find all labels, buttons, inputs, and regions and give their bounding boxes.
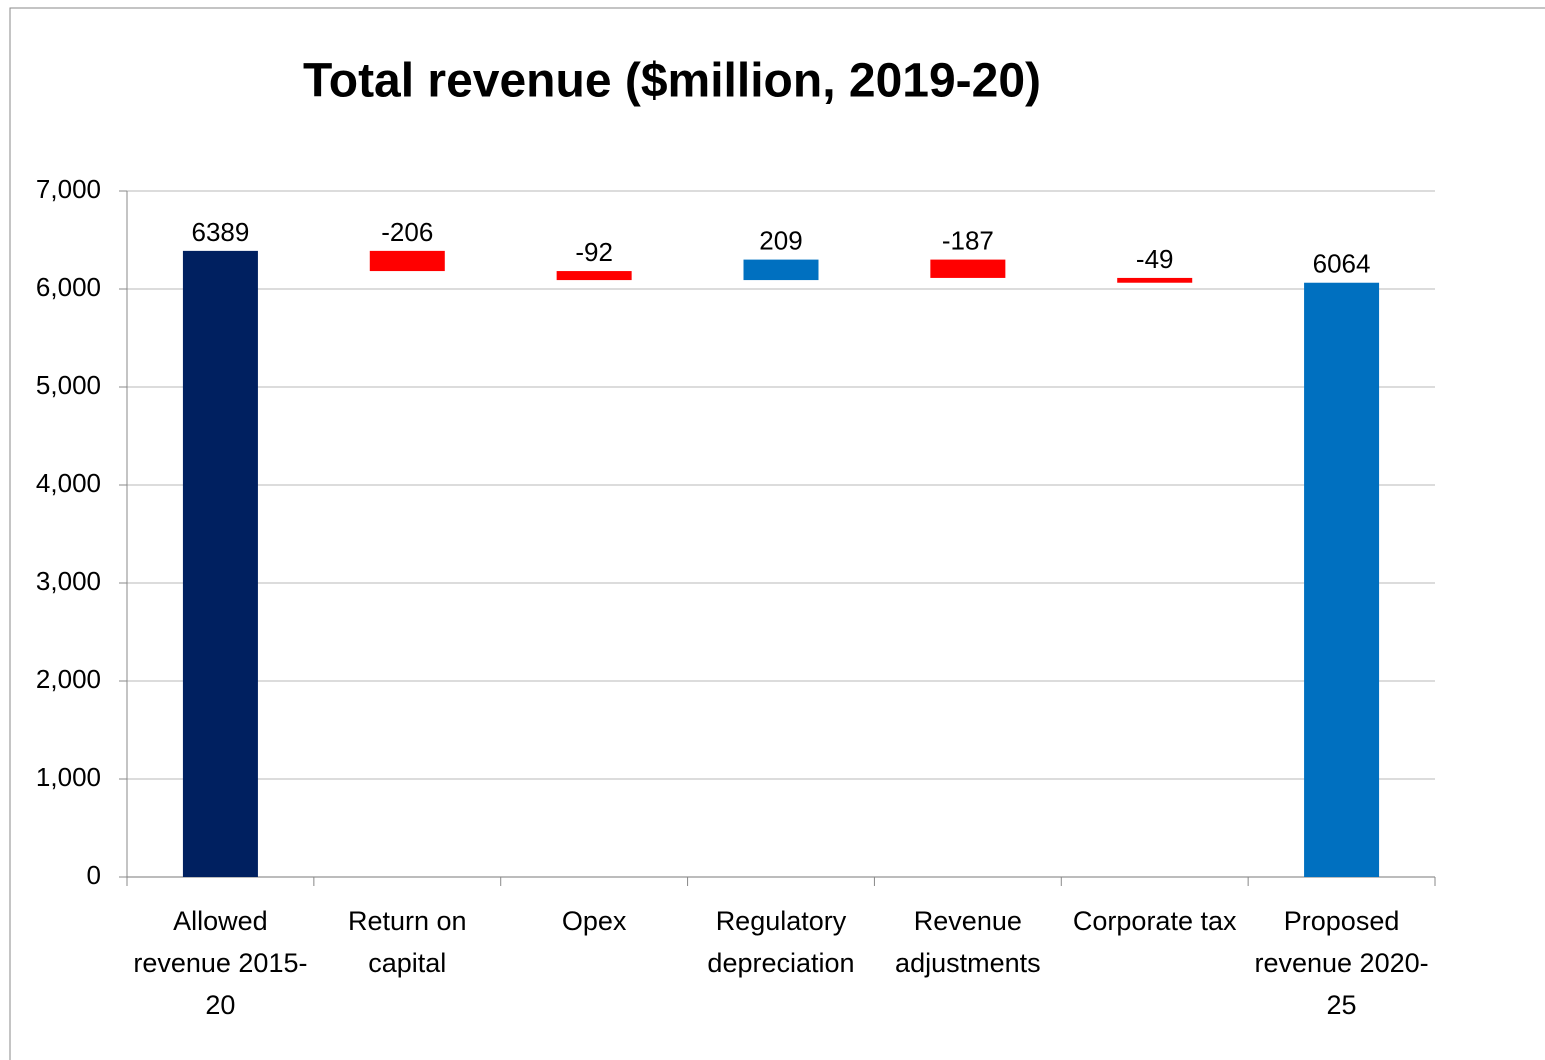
y-tick-label: 4,000 [36, 468, 101, 498]
bar [1304, 282, 1380, 877]
x-tick-label: Corporate tax [1072, 906, 1237, 936]
y-tick-label: 1,000 [36, 762, 101, 792]
value-label: 6064 [1313, 249, 1371, 279]
bar [743, 259, 819, 281]
y-tick-label: 5,000 [36, 370, 101, 400]
bar [182, 250, 258, 878]
bar [369, 250, 445, 272]
y-tick-label: 3,000 [36, 566, 101, 596]
bar [930, 259, 1006, 278]
frame [9, 7, 1545, 1060]
y-tick-label: 0 [87, 860, 101, 890]
x-tick-label: Allowed revenue 2015-20 [133, 906, 308, 1020]
y-tick-label: 6,000 [36, 272, 101, 302]
x-tick-label: Regulatory depreciation [707, 906, 855, 978]
x-tick-label: Return on capital [347, 906, 467, 978]
value-label: -92 [575, 237, 613, 267]
y-tick-label: 7,000 [36, 174, 101, 204]
bar [1117, 277, 1193, 283]
value-label: 209 [759, 225, 802, 255]
y-tick-label: 2,000 [36, 664, 101, 694]
value-label: -49 [1136, 244, 1174, 274]
x-tick-label: Opex [561, 906, 627, 936]
x-tick-label: Revenue adjustments [895, 906, 1041, 978]
x-tick-label: Proposed revenue 2020-25 [1254, 906, 1429, 1020]
value-label: -187 [942, 225, 994, 255]
value-label: -206 [381, 217, 433, 247]
bar [556, 271, 632, 281]
chart-title: Total revenue ($million, 2019-20) [303, 55, 1041, 108]
value-label: 6389 [192, 217, 250, 247]
